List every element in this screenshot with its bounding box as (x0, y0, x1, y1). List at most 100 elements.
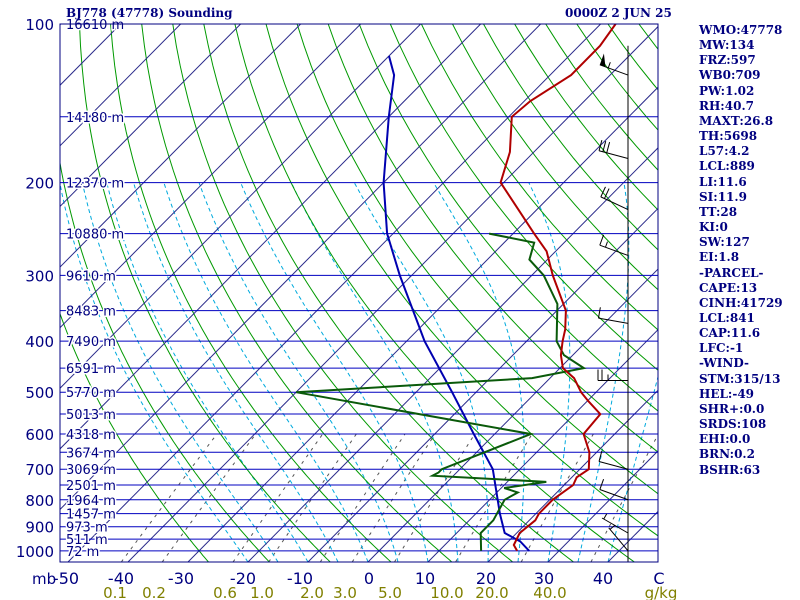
wind-barbs (597, 45, 629, 562)
temperature-line (499, 24, 617, 552)
isotherm-line (0, 24, 1, 562)
index-line: MW:134 (699, 38, 755, 53)
height-label: 14180 m (66, 111, 124, 126)
isotherm-line (67, 24, 601, 562)
wind-barb-half-feather (609, 525, 615, 530)
moist-adiabat-line (528, 182, 571, 562)
index-line: LFC:-1 (699, 341, 744, 356)
profiles (295, 24, 617, 552)
dry-adiabat-line (265, 24, 658, 537)
isotherm-line (307, 207, 658, 562)
wind-barb-shaft (601, 517, 629, 534)
wind-barb-shaft (608, 527, 629, 552)
wind-barb-half-feather (604, 241, 608, 248)
index-line: SW:127 (699, 235, 750, 250)
index-line: CAPE:13 (699, 280, 758, 295)
dewpoint-line (295, 232, 587, 551)
moist-adiabat-line (198, 182, 399, 562)
index-line: RH:40.7 (699, 98, 754, 113)
dry-adiabat-line (60, 160, 270, 562)
height-label: 6591 m (66, 362, 116, 377)
pressure-tick-label: 200 (25, 175, 54, 193)
dry-adiabat-line (420, 24, 658, 331)
dry-adiabat-line (296, 24, 658, 495)
pressure-tick-label: 100 (25, 16, 54, 34)
temperature-tick-label: 20 (476, 569, 496, 588)
moist-adiabat-line (353, 182, 489, 562)
dry-adiabat-line (452, 24, 658, 291)
isotherm-line (60, 24, 241, 208)
dry-adiabat-line (172, 24, 514, 562)
height-label: 3069 m (66, 463, 116, 478)
index-line: -PARCEL- (699, 265, 764, 280)
isobars (60, 23, 658, 563)
pressure-tick-label: 1000 (16, 543, 54, 561)
mixing-ratio-tick-label: 0.2 (142, 584, 166, 600)
index-line: BRN:0.2 (699, 447, 755, 462)
wind-barb-flag (599, 53, 606, 67)
wind-barb-shaft (598, 150, 629, 159)
wind-barb-feather (597, 307, 601, 319)
isotherm-line (60, 24, 541, 511)
temperature-tick-label: -50 (53, 569, 79, 588)
mixing-ratio-line (319, 433, 406, 562)
temperature-tick-label: -30 (168, 569, 194, 588)
mixing-ratio-tick-label: 1.0 (250, 584, 274, 600)
isotherm-line (247, 147, 658, 562)
mixing-ratio-tick-label: g/kg (645, 584, 678, 600)
moist-adiabat-line (106, 182, 309, 562)
wind-barb-half-feather (603, 513, 608, 520)
isotherm-line (427, 328, 658, 562)
wind-barb-feather (606, 142, 611, 153)
indices-panel: WMO:47778 MW:134 FRZ:597 WB0:709 PW:1.02 RH:4… (699, 23, 799, 478)
dry-adiabat-line (358, 24, 658, 412)
mixing-ratio-line (590, 433, 658, 562)
isotherm-line (367, 268, 658, 562)
wind-barb (600, 186, 629, 210)
pressure-tick-label: 800 (25, 492, 54, 510)
height-label: 5013 m (66, 408, 116, 423)
index-line: EHI:0.0 (699, 432, 751, 447)
height-label: 5770 m (66, 386, 116, 401)
index-line: CAP:11.6 (699, 326, 761, 341)
wind-barb (599, 234, 629, 256)
pressure-tick-label: 600 (25, 426, 54, 444)
index-line: PW:1.02 (699, 83, 755, 98)
index-line: LCL:889 (699, 159, 755, 174)
mixing-ratio-line (455, 433, 533, 562)
index-line: SRDS:108 (699, 417, 767, 432)
wind-barb-feather (599, 479, 605, 490)
plot-frame (59, 23, 659, 563)
temperature-tick-label: -40 (108, 569, 134, 588)
isotherm-line (547, 450, 658, 562)
wind-barb-shaft (600, 196, 629, 210)
dry-adiabat-line (483, 24, 658, 251)
isotherm-line (60, 24, 301, 268)
isotherm-line (60, 24, 361, 329)
wind-barb-shaft (598, 317, 629, 324)
moist-adiabat-line (163, 182, 369, 562)
mixing-ratio-line (268, 433, 357, 562)
wind-barb-half-feather (607, 62, 611, 69)
wind-barb-feather (598, 139, 603, 151)
index-line: -WIND- (699, 356, 749, 371)
temperature-tick-label: 40 (593, 569, 613, 588)
station-title: BJ778 (47778) Sounding (66, 6, 233, 20)
mixing-ratio-tick-label: 10.0 (430, 584, 463, 600)
wind-barb-shaft (599, 489, 629, 501)
index-line: EI:1.8 (699, 250, 740, 265)
pressure-tick-label: 300 (25, 267, 54, 285)
height-label: 9610 m (66, 269, 116, 284)
temperature-tick-label: 0 (364, 569, 374, 588)
mixing-ratio-lines (120, 433, 658, 562)
parcel-path-line (382, 55, 530, 552)
wind-barb-feather (603, 188, 610, 199)
mixing-ratio-tick-label: 0.6 (213, 584, 237, 600)
moist-adiabat-line (133, 182, 339, 562)
index-line: WMO:47778 (699, 23, 783, 37)
height-label: 72 m (66, 545, 99, 560)
pressure-tick-label: 400 (25, 333, 54, 351)
moist-adiabat-line (290, 182, 459, 562)
